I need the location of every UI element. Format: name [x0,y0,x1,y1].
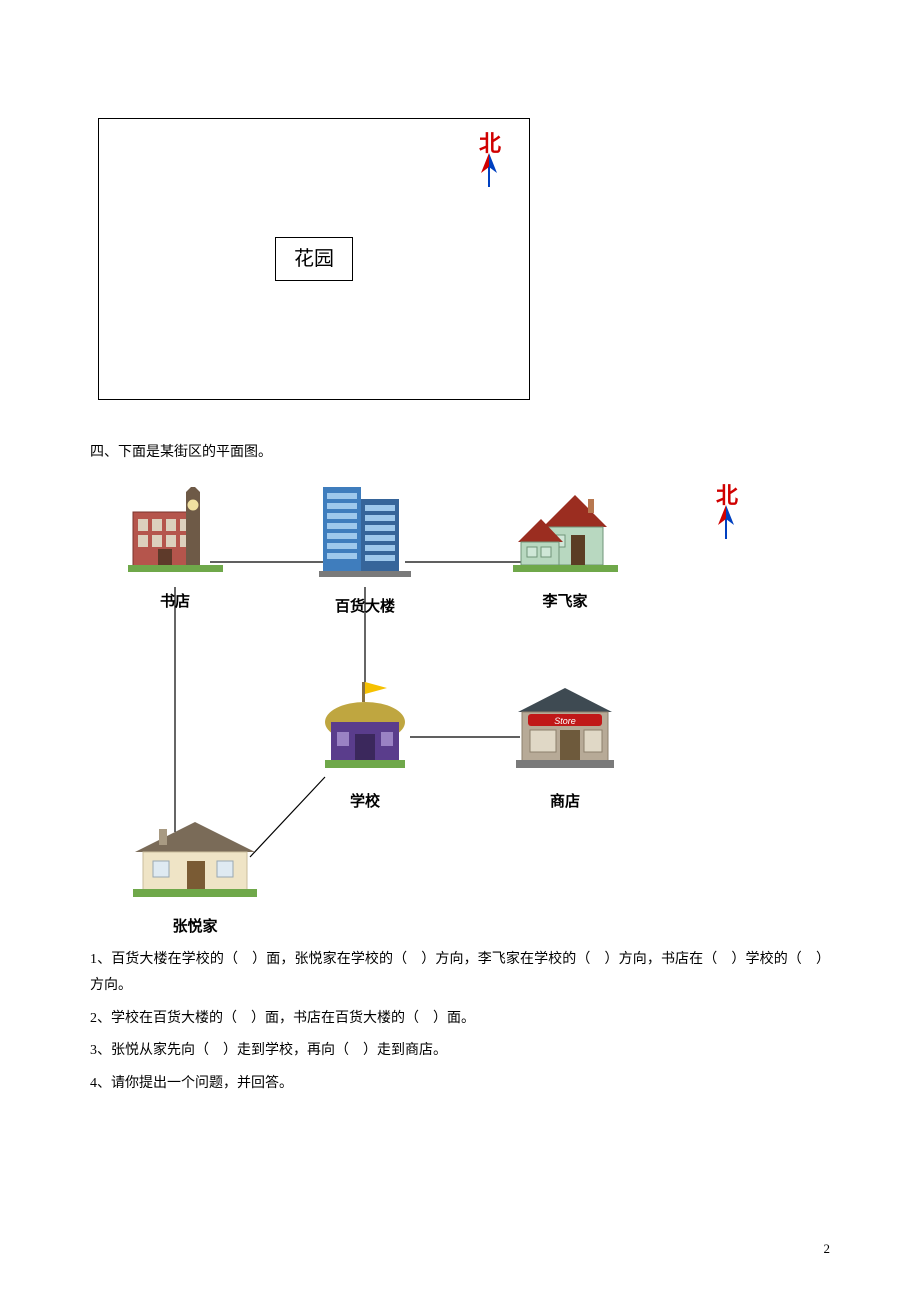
mall-label: 百货大楼 [310,593,420,622]
store-label: 商店 [510,788,620,817]
page-number: 2 [824,1237,831,1262]
node-zhangyue-home: 张悦家 [120,817,270,942]
bookstore-icon [128,487,223,572]
node-lifei-home: 李飞家 [510,487,620,617]
map-north-indicator: 北 [716,485,738,539]
zhangyue-home-icon [125,817,265,897]
node-bookstore: 书店 [120,487,230,617]
section-four-title: 四、下面是某街区的平面图。 [90,440,830,467]
school-icon [315,682,415,772]
mall-icon [315,487,415,577]
bookstore-label: 书店 [120,588,230,617]
north-indicator: 北 [479,133,501,187]
node-school: 学校 [310,682,420,817]
north-arrow-icon [479,153,501,187]
arrow-blue [489,153,497,173]
map-north-label: 北 [716,485,738,507]
north-label: 北 [479,133,501,155]
zhangyue-label: 张悦家 [120,913,270,942]
lifei-label: 李飞家 [510,588,620,617]
node-mall: 百货大楼 [310,487,420,622]
school-label: 学校 [310,788,420,817]
node-store: Store 商店 [510,682,620,817]
garden-box-figure: 北 花园 [98,118,530,400]
question-4: 4、请你提出一个问题，并回答。 [90,1071,830,1098]
lifei-home-icon [513,487,618,572]
question-2: 2、学校在百货大楼的（ ）面，书店在百货大楼的（ ）面。 [90,1006,830,1033]
map-north-arrow-icon [716,505,738,539]
garden-label-box: 花园 [275,237,353,281]
arrow-red [481,153,489,173]
store-icon: Store [510,682,620,772]
question-3: 3、张悦从家先向（ ）走到学校，再向（ ）走到商店。 [90,1038,830,1065]
street-map-figure: 北 [100,487,710,927]
svg-text:Store: Store [554,716,576,726]
question-1: 1、百货大楼在学校的（ ）面，张悦家在学校的（ ）方向，李飞家在学校的（ ）方向… [90,947,830,1000]
questions-block: 1、百货大楼在学校的（ ）面，张悦家在学校的（ ）方向，李飞家在学校的（ ）方向… [90,947,830,1098]
